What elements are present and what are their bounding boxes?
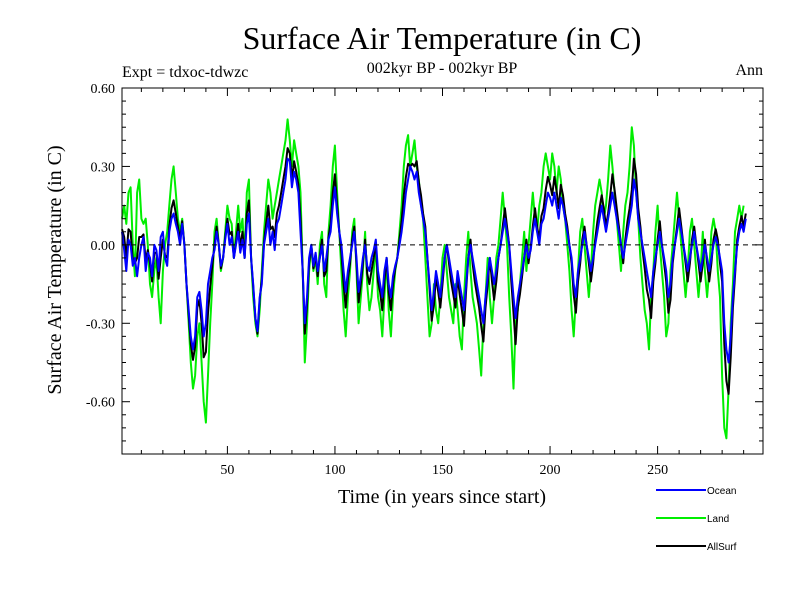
x-tick-label: 250: [647, 463, 668, 478]
chart-subtitle: 002kyr BP - 002kyr BP: [367, 60, 518, 77]
chart-title: Surface Air Temperature (in C): [243, 20, 642, 56]
x-tick-label: 100: [324, 463, 345, 478]
x-tick-label: 200: [540, 463, 561, 478]
legend-label-ocean: Ocean: [707, 486, 736, 497]
y-tick-label: -0.60: [86, 396, 115, 411]
legend: Ocean Land AllSurf: [656, 486, 737, 553]
y-axis-label: Surface Air Temperature (in C): [44, 145, 66, 394]
season-label: Ann: [735, 62, 763, 79]
axis-tick-labels: 50 100 150 200 250 0.60 0.30 0.00 -0.30 -0.60: [86, 82, 668, 478]
y-tick-label: -0.30: [86, 317, 115, 332]
series-layer: [121, 118, 747, 440]
series-line-allsurf: [121, 147, 747, 395]
experiment-label: Expt = tdxoc-tdwzc: [122, 64, 248, 81]
legend-label-allsurf: AllSurf: [707, 542, 737, 553]
x-tick-label: 50: [220, 463, 234, 478]
legend-label-land: Land: [707, 514, 729, 525]
y-tick-label: 0.00: [91, 239, 116, 254]
x-axis-label: Time (in years since start): [338, 486, 546, 508]
series-line-land: [121, 118, 745, 440]
y-tick-label: 0.30: [91, 160, 116, 175]
series-line-ocean: [121, 157, 747, 364]
x-tick-label: 150: [432, 463, 453, 478]
axis-ticks: [122, 87, 763, 455]
y-tick-label: 0.60: [91, 82, 116, 97]
